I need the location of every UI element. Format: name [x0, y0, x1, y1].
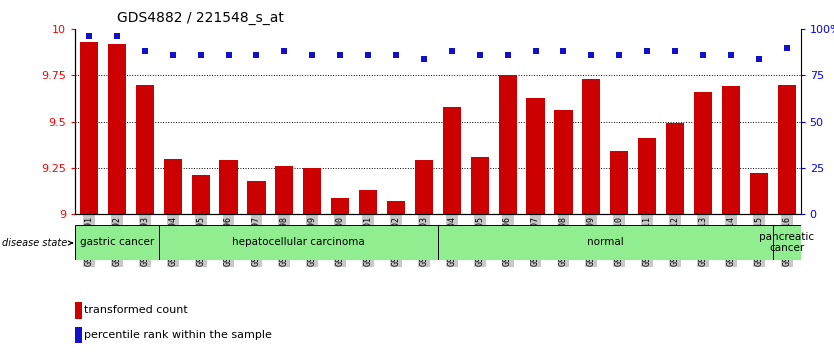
- Point: [585, 52, 598, 58]
- Point: [166, 52, 179, 58]
- Bar: [499, 76, 517, 214]
- Point: [724, 52, 737, 58]
- Bar: [359, 190, 377, 214]
- Bar: [443, 107, 461, 214]
- Bar: [75, 302, 82, 319]
- Bar: [158, 225, 438, 260]
- Point: [612, 52, 626, 58]
- Point: [334, 52, 347, 58]
- Text: percentile rank within the sample: percentile rank within the sample: [84, 330, 272, 340]
- Bar: [638, 138, 656, 214]
- Point: [194, 52, 208, 58]
- Point: [278, 48, 291, 54]
- Text: GDS4882 / 221548_s_at: GDS4882 / 221548_s_at: [117, 11, 284, 25]
- Bar: [414, 160, 433, 214]
- Point: [529, 48, 542, 54]
- Point: [641, 48, 654, 54]
- Bar: [163, 159, 182, 214]
- Point: [417, 56, 430, 62]
- Point: [361, 52, 374, 58]
- Bar: [721, 86, 740, 214]
- Bar: [304, 168, 321, 214]
- Bar: [248, 181, 265, 214]
- Bar: [470, 157, 489, 214]
- Point: [696, 52, 710, 58]
- Text: hepatocellular carcinoma: hepatocellular carcinoma: [232, 237, 364, 247]
- Point: [305, 52, 319, 58]
- Bar: [80, 42, 98, 214]
- Bar: [136, 85, 154, 214]
- Bar: [387, 201, 405, 214]
- Bar: [275, 166, 294, 214]
- Point: [473, 52, 486, 58]
- Bar: [219, 160, 238, 214]
- Point: [110, 33, 123, 39]
- Bar: [555, 110, 572, 214]
- Point: [222, 52, 235, 58]
- Bar: [75, 225, 158, 260]
- Point: [780, 45, 793, 50]
- Bar: [750, 174, 768, 214]
- Point: [557, 48, 570, 54]
- Bar: [666, 123, 684, 214]
- Point: [668, 48, 681, 54]
- Bar: [526, 98, 545, 214]
- Point: [138, 48, 152, 54]
- Bar: [773, 225, 801, 260]
- Point: [249, 52, 263, 58]
- Bar: [582, 79, 600, 214]
- Bar: [610, 151, 628, 214]
- Text: disease state: disease state: [2, 238, 73, 248]
- Point: [752, 56, 766, 62]
- Bar: [75, 327, 82, 343]
- Point: [445, 48, 459, 54]
- Bar: [777, 85, 796, 214]
- Bar: [438, 225, 773, 260]
- Text: transformed count: transformed count: [84, 305, 188, 315]
- Text: normal: normal: [587, 237, 624, 247]
- Bar: [694, 92, 712, 214]
- Point: [389, 52, 403, 58]
- Text: gastric cancer: gastric cancer: [80, 237, 154, 247]
- Bar: [108, 44, 126, 214]
- Point: [83, 33, 96, 39]
- Text: pancreatic
cancer: pancreatic cancer: [759, 232, 814, 253]
- Bar: [331, 197, 349, 214]
- Point: [501, 52, 515, 58]
- Bar: [192, 175, 209, 214]
